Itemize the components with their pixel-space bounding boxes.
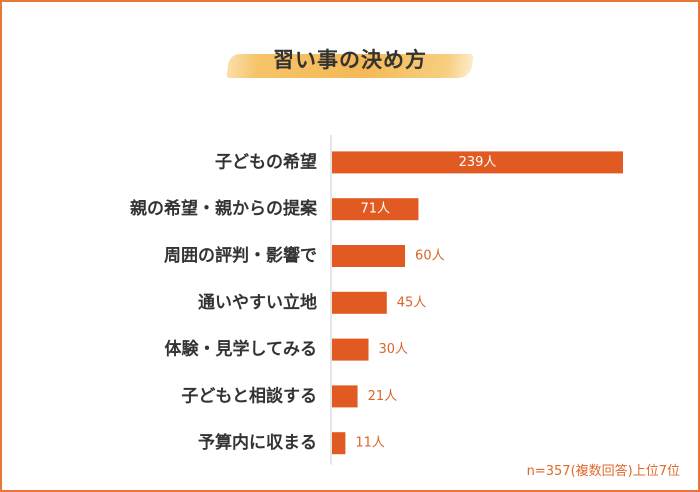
- bar: [332, 245, 406, 267]
- bar: [332, 198, 419, 221]
- bar-value-label: 45人: [397, 295, 427, 310]
- bar-value-label: 71人: [360, 202, 390, 217]
- bar-value-label: 30人: [379, 342, 409, 357]
- chart-title: 習い事の決め方: [226, 40, 474, 82]
- bar: [332, 385, 358, 408]
- category-label: 予算内に収まる: [198, 432, 317, 453]
- category-label: 親の希望・親からの提案: [130, 198, 318, 219]
- bar: [332, 291, 387, 314]
- bar-value-label: 11人: [355, 436, 385, 451]
- bar: [332, 151, 623, 174]
- bar-value-label: 239人: [459, 155, 497, 170]
- sample-size-note: n=357(複数回答)上位7位: [526, 464, 680, 479]
- bar-value-label: 60人: [415, 249, 445, 264]
- category-label: 周囲の評判・影響で: [164, 245, 317, 266]
- category-label: 子どもと相談する: [181, 385, 317, 406]
- bar: [332, 338, 369, 361]
- chart-title-text: 習い事の決め方: [273, 48, 427, 72]
- category-label: 体験・見学してみる: [165, 339, 318, 360]
- bar: [332, 432, 346, 455]
- bar-value-label: 21人: [368, 389, 398, 404]
- category-label: 通いやすい立地: [198, 292, 317, 313]
- category-label: 子どもの希望: [215, 151, 317, 172]
